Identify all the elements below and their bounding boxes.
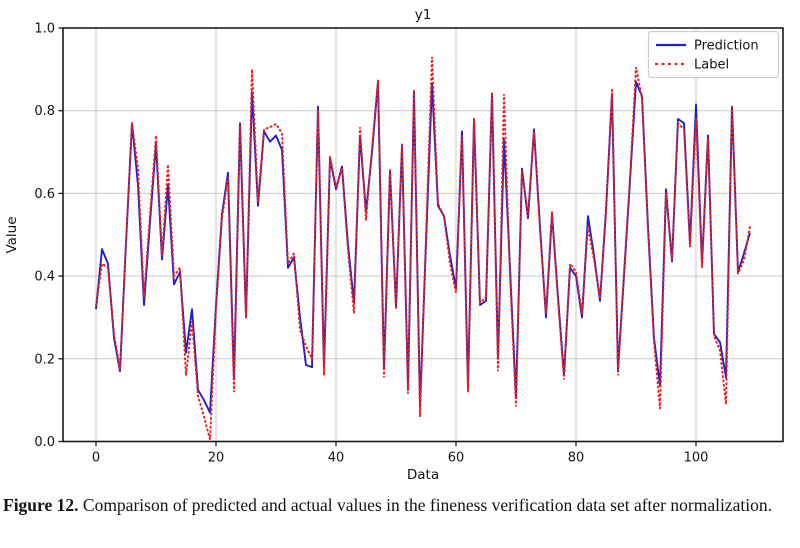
chart-title: y1 (415, 7, 432, 23)
legend-prediction-text: Prediction (694, 39, 759, 54)
figure-caption-text: Comparison of predicted and actual value… (82, 495, 772, 515)
y-axis-label: Value (4, 216, 20, 253)
x-axis-label: Data (407, 467, 439, 483)
plot-border (62, 27, 784, 443)
prediction-line (95, 80, 751, 414)
legend: Prediction Label (647, 30, 780, 79)
legend-label-text: Label (694, 58, 729, 73)
x-tick-label: 0 (92, 451, 100, 466)
figure-caption: Figure 12. Comparison of predicted and a… (3, 492, 797, 520)
y-tick-label: 1.0 (34, 22, 55, 37)
y-tick-label: 0.6 (34, 187, 55, 202)
x-tick-label: 20 (208, 451, 225, 466)
axes-ticks (58, 27, 697, 446)
x-tick-label: 60 (448, 451, 465, 466)
figure-caption-label: Figure 12. (3, 495, 79, 515)
line-chart: 0 20 40 60 80 100 0.0 0.2 0.4 0.6 0.8 1.0 y1 Data Valu… (4, 7, 784, 483)
label-line (95, 56, 751, 440)
legend-box (647, 30, 780, 79)
y-tick-label: 0.2 (34, 352, 55, 367)
y-tick-label: 0.8 (34, 104, 55, 119)
y-tick-label: 0.0 (34, 435, 55, 450)
x-tick-label: 40 (328, 451, 345, 466)
y-tick-label: 0.4 (34, 270, 55, 285)
x-tick-label: 80 (568, 451, 585, 466)
gridlines (63, 28, 783, 442)
x-tick-label: 100 (684, 451, 709, 466)
